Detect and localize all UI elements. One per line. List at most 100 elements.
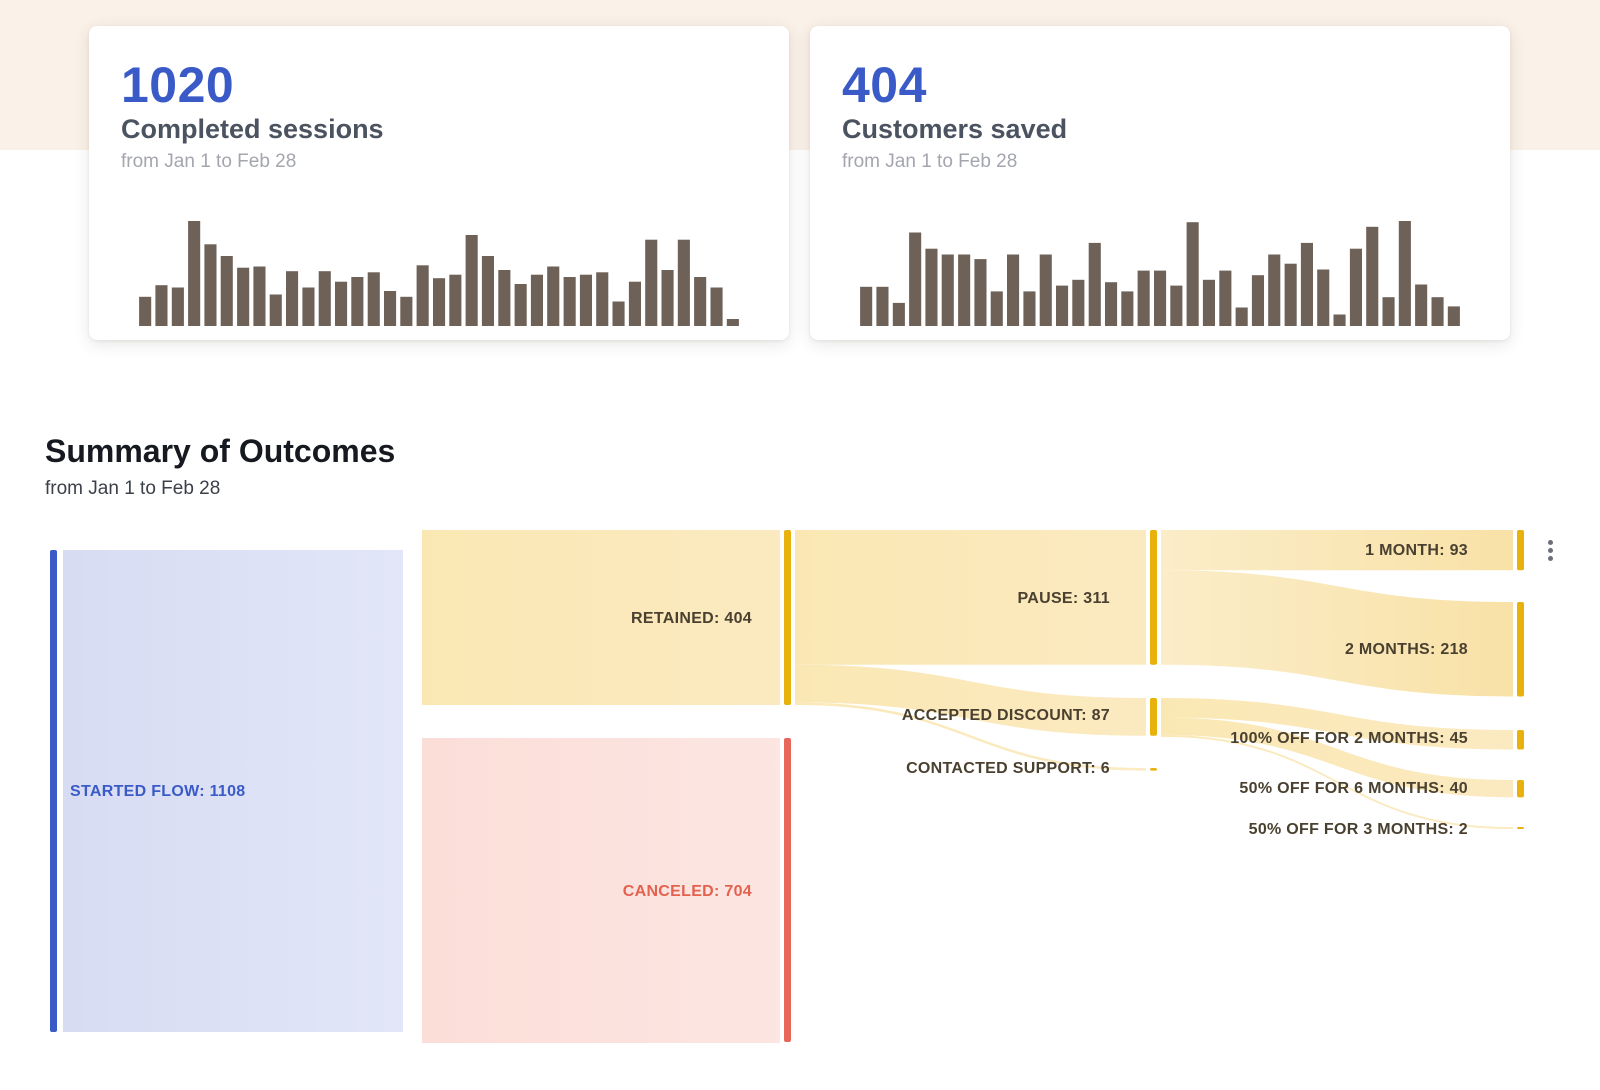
sparkline-bar [547, 266, 560, 326]
sparkline-bar [974, 259, 987, 326]
sankey-node-started-flow [50, 550, 57, 1032]
sparkline-bar [1186, 222, 1199, 326]
sankey-node-off50_6 [1517, 780, 1524, 798]
sankey-label-off50_6: 50% OFF FOR 6 MONTHS: 40 [1239, 780, 1468, 797]
sparkline-bar [710, 287, 723, 326]
sparkline-bar [860, 286, 873, 326]
sankey-link-pause-to-m2 [1161, 570, 1513, 697]
sparkline-bar [155, 285, 168, 326]
sparkline-bar [1137, 270, 1150, 326]
sparkline-bar [1300, 242, 1313, 326]
sparkline-bar [1349, 248, 1362, 326]
sparkline-bar [188, 221, 201, 326]
sparkline-bar [433, 278, 446, 326]
sparkline-bar [909, 232, 922, 326]
sparkline-bar [1154, 270, 1167, 326]
sankey-node-retained [784, 530, 791, 706]
outcomes-sankey-chart: STARTED FLOW: 1108 RETAINED: 404 CANCELED:… [50, 530, 1524, 1043]
sparkline-bar [302, 287, 315, 326]
sankey-node-m1 [1517, 530, 1524, 571]
sankey-link-discount-to-off50_3 [1161, 734, 1513, 829]
customers-saved-card: 404 Customers saved from Jan 1 to Feb 28 [810, 26, 1510, 340]
sparkline-bar [465, 235, 478, 326]
sparkline-bar [1284, 263, 1297, 326]
sankey-node-canceled [784, 738, 791, 1042]
sparkline-bar [253, 266, 266, 326]
sparkline-bar [400, 296, 413, 326]
sankey-node-discount [1150, 698, 1157, 736]
sankey-link-retained-to-support [795, 702, 1146, 771]
sparkline-bar [563, 277, 576, 326]
sparkline-bar [220, 256, 233, 326]
sparkline-bar [1268, 254, 1281, 326]
sankey-label-discount: ACCEPTED DISCOUNT: 87 [902, 707, 1110, 724]
sparkline-bar [1056, 285, 1069, 326]
sankey-label-m1: 1 MONTH: 93 [1365, 542, 1468, 559]
sparkline-bar [269, 294, 282, 326]
completed-sessions-card: 1020 Completed sessions from Jan 1 to Fe… [89, 26, 789, 340]
chart-options-menu-icon[interactable] [1544, 540, 1556, 564]
sankey-label-m2: 2 MONTHS: 218 [1345, 641, 1468, 658]
sparkline-bar [941, 254, 954, 326]
sparkline-bar [1105, 282, 1118, 326]
summary-title: Summary of Outcomes [45, 433, 396, 469]
sparkline-bar [1007, 254, 1020, 326]
sparkline-bar [1088, 242, 1101, 326]
sankey-label-retained: RETAINED: 404 [631, 610, 752, 627]
sankey-label-support: CONTACTED SUPPORT: 6 [906, 760, 1110, 777]
sparkline-bar [1382, 297, 1395, 326]
sparkline-bar [612, 301, 625, 326]
completed-sessions-value: 1020 [121, 57, 235, 113]
sparkline-bar [498, 270, 511, 326]
sparkline-bar [481, 256, 494, 326]
sparkline-bar [661, 270, 674, 326]
customers-saved-label: Customers saved [842, 114, 1068, 144]
summary-date-range: from Jan 1 to Feb 28 [45, 478, 221, 499]
sparkline-bar [530, 274, 543, 326]
sankey-link-discount-to-off50_6 [1161, 717, 1513, 798]
sparkline-bar [579, 274, 592, 326]
sankey-node-support [1150, 768, 1157, 771]
sankey-label-off50_3: 50% OFF FOR 3 MONTHS: 2 [1249, 821, 1468, 838]
sparkline-bar [1121, 291, 1134, 326]
sankey-link-discount-to-off100 [1161, 698, 1513, 750]
sparkline-bar [286, 271, 299, 326]
sparkline-bar [335, 281, 348, 326]
sankey-link-started-to-retained [422, 530, 780, 706]
sankey-link-retained-to-discount [795, 664, 1146, 736]
sparkline-bar [1170, 285, 1183, 326]
sparkline-bar [990, 291, 1003, 326]
sparkline-bar [1398, 221, 1411, 326]
completed-sessions-sparkline [139, 221, 739, 326]
sankey-node-off50_3 [1517, 827, 1524, 829]
sparkline-bar [367, 272, 380, 326]
sparkline-bar [1366, 226, 1379, 326]
sparkline-bar [1235, 307, 1248, 326]
sankey-node-off100 [1517, 730, 1524, 750]
sparkline-bar [628, 281, 641, 326]
sparkline-bar [1415, 284, 1428, 326]
sankey-node-pause [1150, 530, 1157, 665]
sparkline-bar [416, 265, 429, 326]
completed-sessions-date-range: from Jan 1 to Feb 28 [121, 151, 297, 172]
sparkline-bar [1333, 314, 1346, 326]
sparkline-bar [1219, 270, 1232, 326]
sparkline-bar [1202, 279, 1215, 326]
sparkline-bar [1023, 291, 1036, 326]
sparkline-bar [596, 272, 609, 326]
sparkline-bar [1039, 254, 1052, 326]
customers-saved-sparkline [860, 221, 1460, 326]
sparkline-bar [351, 277, 364, 326]
sankey-label-started: STARTED FLOW: 1108 [70, 783, 246, 800]
sankey-label-off100: 100% OFF FOR 2 MONTHS: 45 [1230, 730, 1468, 747]
sparkline-bar [677, 239, 690, 326]
sparkline-bar [925, 248, 938, 326]
sankey-link-retained-to-pause [795, 530, 1146, 665]
customers-saved-date-range: from Jan 1 to Feb 28 [842, 151, 1018, 172]
sparkline-bar [645, 239, 658, 326]
sankey-band-started-flow [63, 550, 403, 1032]
sankey-link-started-to-canceled [422, 738, 780, 1043]
sparkline-bar [139, 296, 152, 326]
sparkline-bar [876, 286, 889, 326]
sparkline-bar [171, 287, 184, 326]
